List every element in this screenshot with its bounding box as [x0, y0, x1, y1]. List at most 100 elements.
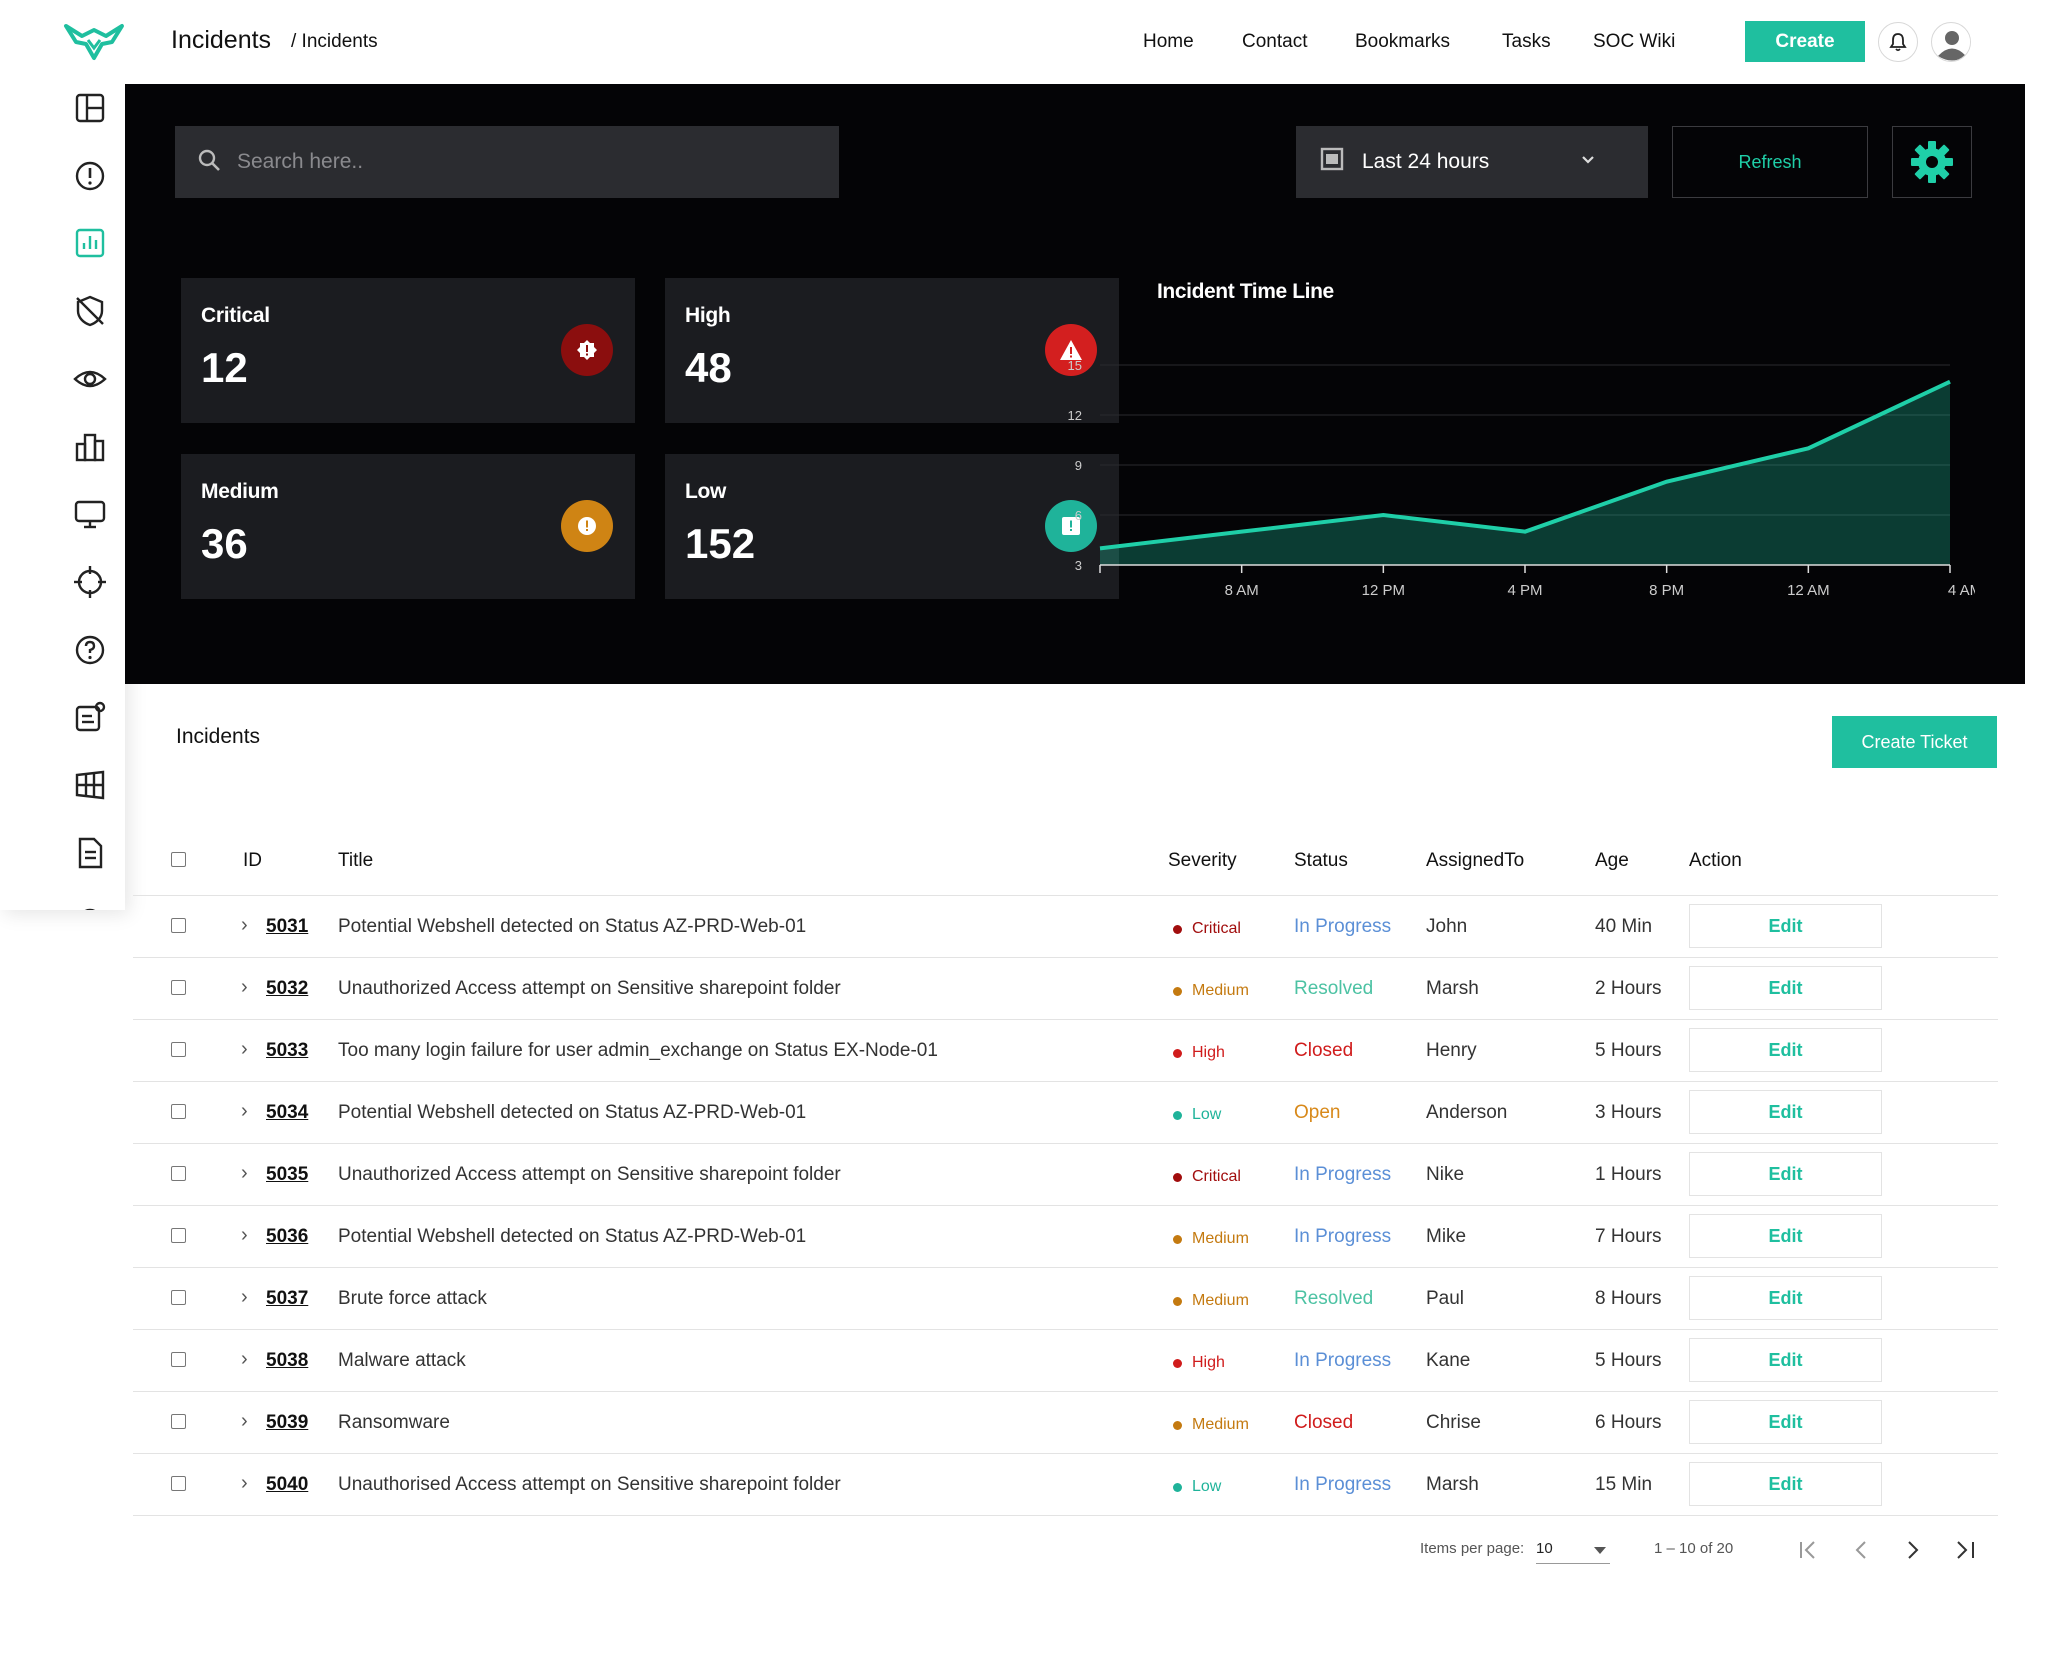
card-critical[interactable]: Critical 12 [181, 278, 635, 423]
table-row[interactable]: › 5040 Unauthorised Access attempt on Sens… [133, 1454, 1998, 1516]
chevron-right-icon[interactable]: › [241, 1162, 248, 1184]
grid-icon[interactable] [70, 765, 110, 805]
table-row[interactable]: › 5032 Unauthorized Access attempt on Sens… [133, 958, 1998, 1020]
edit-button[interactable]: Edit [1689, 1400, 1882, 1444]
edit-button[interactable]: Edit [1689, 1214, 1882, 1258]
table-row[interactable]: › 5038 Malware attack High In Progress Kane 5 … [133, 1330, 1998, 1392]
row-checkbox[interactable] [171, 1166, 186, 1181]
x-tick-label: 12 PM [1362, 582, 1405, 599]
row-checkbox[interactable] [171, 1290, 186, 1305]
row-checkbox[interactable] [171, 1042, 186, 1057]
table-row[interactable]: › 5033 Too many login failure for user adm… [133, 1020, 1998, 1082]
edit-button[interactable]: Edit [1689, 966, 1882, 1010]
row-checkbox[interactable] [171, 918, 186, 933]
col-assigned-to[interactable]: AssignedTo [1426, 850, 1525, 871]
eye-icon[interactable] [70, 359, 110, 399]
monitor-icon[interactable] [70, 494, 110, 534]
next-page-icon[interactable] [1897, 1534, 1929, 1566]
chevron-right-icon[interactable]: › [241, 1224, 248, 1246]
row-checkbox[interactable] [171, 1476, 186, 1491]
incident-id-link[interactable]: 5037 [266, 1288, 309, 1309]
incident-id-link[interactable]: 5035 [266, 1164, 309, 1185]
refresh-button[interactable]: Refresh [1672, 126, 1868, 198]
table-row[interactable]: › 5039 Ransomware Medium Closed Chrise 6 Hours… [133, 1392, 1998, 1454]
incident-id-link[interactable]: 5040 [266, 1474, 309, 1495]
card-low[interactable]: Low 152 [665, 454, 1119, 599]
severity-label: Low [1192, 1478, 1222, 1495]
help-icon[interactable] [70, 630, 110, 670]
col-title[interactable]: Title [338, 850, 374, 871]
nav-tasks[interactable]: Tasks [1502, 31, 1551, 52]
logo[interactable] [62, 22, 125, 62]
analytics-icon[interactable] [70, 223, 110, 263]
buildings-icon[interactable] [70, 427, 110, 467]
nav-contact[interactable]: Contact [1242, 31, 1308, 52]
select-all-checkbox[interactable] [171, 852, 186, 867]
date-range-select[interactable]: Last 24 hours [1296, 126, 1648, 198]
gear-icon[interactable] [1892, 126, 1972, 198]
edit-button[interactable]: Edit [1689, 904, 1882, 948]
chevron-right-icon[interactable]: › [241, 1100, 248, 1122]
table-row[interactable]: › 5036 Potential Webshell detected on Stat… [133, 1206, 1998, 1268]
incident-id-link[interactable]: 5038 [266, 1350, 309, 1371]
table-row[interactable]: › 5037 Brute force attack Medium Resolved Pau… [133, 1268, 1998, 1330]
search-input[interactable] [237, 150, 797, 174]
first-page-icon[interactable] [1793, 1534, 1825, 1566]
create-button[interactable]: Create [1745, 21, 1865, 62]
chevron-right-icon[interactable]: › [241, 1286, 248, 1308]
incident-id-link[interactable]: 5039 [266, 1412, 309, 1433]
chevron-right-icon[interactable]: › [241, 1038, 248, 1060]
row-checkbox[interactable] [171, 980, 186, 995]
create-ticket-button[interactable]: Create Ticket [1832, 716, 1997, 768]
chevron-right-icon[interactable]: › [241, 1472, 248, 1494]
chevron-right-icon[interactable]: › [241, 1348, 248, 1370]
incident-id-link[interactable]: 5032 [266, 978, 309, 999]
incident-id-link[interactable]: 5036 [266, 1226, 309, 1247]
crosshair-icon[interactable] [70, 562, 110, 602]
incident-age: 5 Hours [1595, 1040, 1662, 1061]
edit-button[interactable]: Edit [1689, 1028, 1882, 1072]
card-medium[interactable]: Medium 36 [181, 454, 635, 599]
chevron-right-icon[interactable]: › [241, 976, 248, 998]
nav-home[interactable]: Home [1143, 31, 1194, 52]
incident-id-link[interactable]: 5031 [266, 916, 309, 937]
chart-title: Incident Time Line [1157, 280, 1334, 303]
previous-page-icon[interactable] [1845, 1534, 1877, 1566]
table-row[interactable]: › 5031 Potential Webshell detected on Stat… [133, 896, 1998, 958]
items-per-page-select[interactable]: 10 [1536, 1540, 1610, 1564]
edit-button[interactable]: Edit [1689, 1276, 1882, 1320]
overflow-icon[interactable] [70, 895, 110, 910]
col-status[interactable]: Status [1294, 850, 1348, 871]
row-checkbox[interactable] [171, 1414, 186, 1429]
search-box[interactable] [175, 126, 839, 198]
breadcrumb[interactable]: / Incidents [291, 31, 378, 52]
edit-button[interactable]: Edit [1689, 1090, 1882, 1134]
col-severity[interactable]: Severity [1168, 850, 1237, 871]
edit-button[interactable]: Edit [1689, 1152, 1882, 1196]
last-page-icon[interactable] [1949, 1534, 1981, 1566]
dashboard-icon[interactable] [70, 88, 110, 128]
row-checkbox[interactable] [171, 1352, 186, 1367]
chevron-right-icon[interactable]: › [241, 1410, 248, 1432]
edit-button[interactable]: Edit [1689, 1462, 1882, 1506]
document-icon[interactable] [70, 833, 110, 873]
chevron-right-icon[interactable]: › [241, 914, 248, 936]
card-label: Critical [201, 304, 270, 327]
notification-bell-icon[interactable] [1878, 22, 1918, 62]
report-icon[interactable] [70, 697, 110, 737]
table-row[interactable]: › 5035 Unauthorized Access attempt on Sens… [133, 1144, 1998, 1206]
shield-off-icon[interactable] [70, 291, 110, 331]
incident-id-link[interactable]: 5033 [266, 1040, 309, 1061]
row-checkbox[interactable] [171, 1228, 186, 1243]
incident-id-link[interactable]: 5034 [266, 1102, 309, 1123]
table-row[interactable]: › 5034 Potential Webshell detected on Stat… [133, 1082, 1998, 1144]
col-id[interactable]: ID [243, 850, 262, 871]
avatar[interactable] [1931, 22, 1971, 62]
row-checkbox[interactable] [171, 1104, 186, 1119]
col-age[interactable]: Age [1595, 850, 1629, 871]
edit-button[interactable]: Edit [1689, 1338, 1882, 1382]
card-high[interactable]: High 48 [665, 278, 1119, 423]
nav-bookmarks[interactable]: Bookmarks [1355, 31, 1451, 52]
nav-soc-wiki[interactable]: SOC Wiki [1593, 31, 1676, 52]
alert-icon[interactable] [70, 156, 110, 196]
